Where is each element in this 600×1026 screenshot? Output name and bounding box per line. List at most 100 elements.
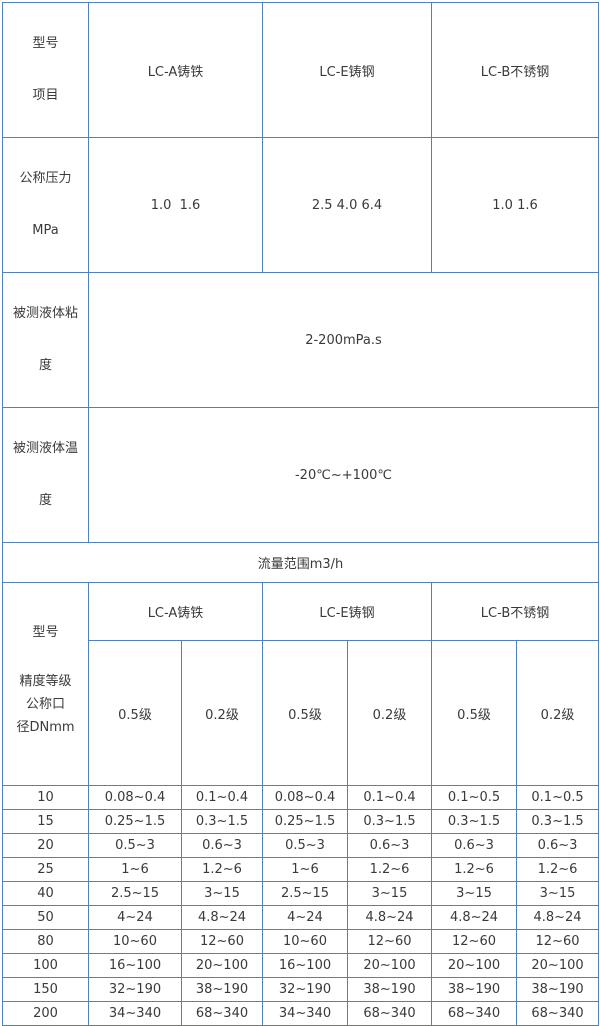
pressure-row: 公称压力 MPa 1.0 1.6 2.5 4.0 6.4 1.0 1.6	[2, 137, 600, 273]
flow-range-cell: 20~100	[181, 953, 263, 978]
pressure-value-lcb: 1.0 1.6	[431, 137, 600, 273]
accuracy-class-cell: 0.5级	[88, 640, 182, 786]
flow-range-cell: 10~60	[262, 929, 348, 954]
flow-range-cell: 38~190	[431, 977, 518, 1002]
flow-range-cell: 1.2~6	[181, 857, 263, 882]
flow-corner-cell: 型号 精度等级 公称口 径DNmm	[2, 582, 89, 786]
dn-cell: 50	[2, 905, 89, 930]
pressure-label: 公称压力	[19, 171, 72, 186]
accuracy-class-row: 0.5级 0.2级 0.5级 0.2级 0.5级 0.2级	[3, 640, 600, 786]
table-row: 20 0.5~3 0.6~3 0.5~3 0.6~3 0.6~3 0.6~3	[2, 833, 600, 858]
accuracy-class-cell: 0.5级	[431, 640, 518, 786]
flow-group-lce: LC-E铸钢	[261, 582, 433, 641]
temperature-label-line2: 度	[38, 493, 52, 508]
flow-range-cell: 4.8~24	[516, 905, 600, 930]
flow-range-cell: 4.8~24	[346, 905, 433, 930]
viscosity-label-line2: 度	[38, 358, 52, 373]
flow-range-cell: 4~24	[88, 905, 182, 930]
flow-range-cell: 16~100	[262, 953, 348, 978]
corner-cell-model-item: 型号 项目	[2, 2, 89, 138]
accuracy-class-cell: 0.2级	[346, 640, 433, 786]
flow-range-cell: 16~100	[88, 953, 182, 978]
viscosity-value: 2-200mPa.s	[87, 272, 600, 408]
flow-range-cell: 20~100	[431, 953, 518, 978]
flow-range-cell: 0.3~1.5	[181, 809, 263, 834]
flow-range-cell: 10~60	[88, 929, 182, 954]
flow-range-cell: 2.5~15	[88, 881, 182, 906]
model-header-lcb: LC-B不锈钢	[431, 2, 600, 138]
flow-range-cell: 0.08~0.4	[88, 785, 182, 810]
flow-range-cell: 4~24	[262, 905, 348, 930]
flow-group-lca: LC-A铸铁	[88, 582, 263, 641]
dn-cell: 150	[2, 977, 89, 1002]
flow-corner-model-label: 型号	[32, 625, 59, 640]
flow-range-cell: 1.2~6	[346, 857, 433, 882]
temperature-label-line1: 被测液体温	[12, 441, 78, 456]
dn-cell: 40	[2, 881, 89, 906]
flow-range-cell: 2.5~15	[262, 881, 348, 906]
flow-range-cell: 0.6~3	[431, 833, 518, 858]
flow-range-cell: 12~60	[346, 929, 433, 954]
temperature-value: -20℃~+100℃	[87, 407, 600, 543]
table-row: 150 32~190 38~190 32~190 38~190 38~190 38~190	[2, 977, 600, 1002]
flow-range-cell: 20~100	[346, 953, 433, 978]
dn-cell: 80	[2, 929, 89, 954]
flow-range-cell: 3~15	[346, 881, 433, 906]
flow-range-cell: 0.5~3	[262, 833, 348, 858]
pressure-unit: MPa	[32, 223, 59, 238]
flow-range-cell: 68~340	[516, 1001, 600, 1026]
pressure-label-cell: 公称压力 MPa	[2, 137, 89, 273]
table-row: 50 4~24 4.8~24 4~24 4.8~24 4.8~24 4.8~24	[2, 905, 600, 930]
table-row: 10 0.08~0.4 0.1~0.4 0.08~0.4 0.1~0.4 0.1~0.5 0…	[2, 785, 600, 810]
flow-range-cell: 0.1~0.4	[181, 785, 263, 810]
table-row: 200 34~340 68~340 34~340 68~340 68~340 68~340	[2, 1001, 600, 1026]
accuracy-class-cell: 0.5级	[262, 640, 348, 786]
flow-range-cell: 68~340	[346, 1001, 433, 1026]
table-row: 15 0.25~1.5 0.3~1.5 0.25~1.5 0.3~1.5 0.3~1.5 0…	[2, 809, 600, 834]
temperature-row: 被测液体温 度 -20℃~+100℃	[2, 407, 600, 543]
flow-corner-accuracy-label: 精度等级 公称口 径DNmm	[16, 653, 74, 755]
flow-range-cell: 38~190	[181, 977, 263, 1002]
flow-range-cell: 68~340	[181, 1001, 263, 1026]
flow-range-cell: 1.2~6	[431, 857, 518, 882]
flow-range-cell: 0.1~0.4	[346, 785, 433, 810]
table-row: 25 1~6 1.2~6 1~6 1.2~6 1.2~6 1.2~6	[2, 857, 600, 882]
dn-cell: 25	[2, 857, 89, 882]
pressure-value-lce: 2.5 4.0 6.4	[261, 137, 433, 273]
flow-range-cell: 0.5~3	[88, 833, 182, 858]
flow-range-cell: 0.6~3	[181, 833, 263, 858]
flow-range-cell: 38~190	[346, 977, 433, 1002]
flow-rows: 10 0.08~0.4 0.1~0.4 0.08~0.4 0.1~0.4 0.1~0.5 0…	[2, 785, 600, 1026]
flow-range-cell: 38~190	[516, 977, 600, 1002]
flow-range-cell: 1~6	[262, 857, 348, 882]
flow-range-cell: 12~60	[181, 929, 263, 954]
viscosity-label-cell: 被测液体粘 度	[2, 272, 89, 408]
flow-range-cell: 68~340	[431, 1001, 518, 1026]
header-row-models: 型号 项目 LC-A铸铁 LC-E铸钢 LC-B不锈钢	[2, 2, 600, 138]
dn-cell: 10	[2, 785, 89, 810]
pressure-value-lca: 1.0 1.6	[88, 137, 263, 273]
table-row: 40 2.5~15 3~15 2.5~15 3~15 3~15 3~15	[2, 881, 600, 906]
flow-range-cell: 12~60	[516, 929, 600, 954]
flow-range-cell: 0.6~3	[346, 833, 433, 858]
viscosity-row: 被测液体粘 度 2-200mPa.s	[2, 272, 600, 408]
flow-range-cell: 0.6~3	[516, 833, 600, 858]
flow-corner-line2: 公称口	[25, 696, 65, 712]
flow-range-cell: 34~340	[88, 1001, 182, 1026]
accuracy-class-cell: 0.2级	[181, 640, 263, 786]
temperature-label-cell: 被测液体温 度	[2, 407, 89, 543]
flow-range-cell: 0.3~1.5	[346, 809, 433, 834]
flow-range-cell: 0.1~0.5	[516, 785, 600, 810]
dn-cell: 100	[2, 953, 89, 978]
table-row: 80 10~60 12~60 10~60 12~60 12~60 12~60	[2, 929, 600, 954]
flow-range-cell: 12~60	[431, 929, 518, 954]
table-row: 100 16~100 20~100 16~100 20~100 20~100 20~100	[2, 953, 600, 978]
flow-range-cell: 3~15	[516, 881, 600, 906]
model-header-lca: LC-A铸铁	[88, 2, 263, 138]
flow-group-lcb: LC-B不锈钢	[431, 582, 600, 641]
model-header-lce: LC-E铸钢	[261, 2, 433, 138]
flow-banner-row: 流量范围m3/h	[1, 542, 600, 583]
flow-range-cell: 1~6	[88, 857, 182, 882]
flow-range-cell: 3~15	[431, 881, 518, 906]
